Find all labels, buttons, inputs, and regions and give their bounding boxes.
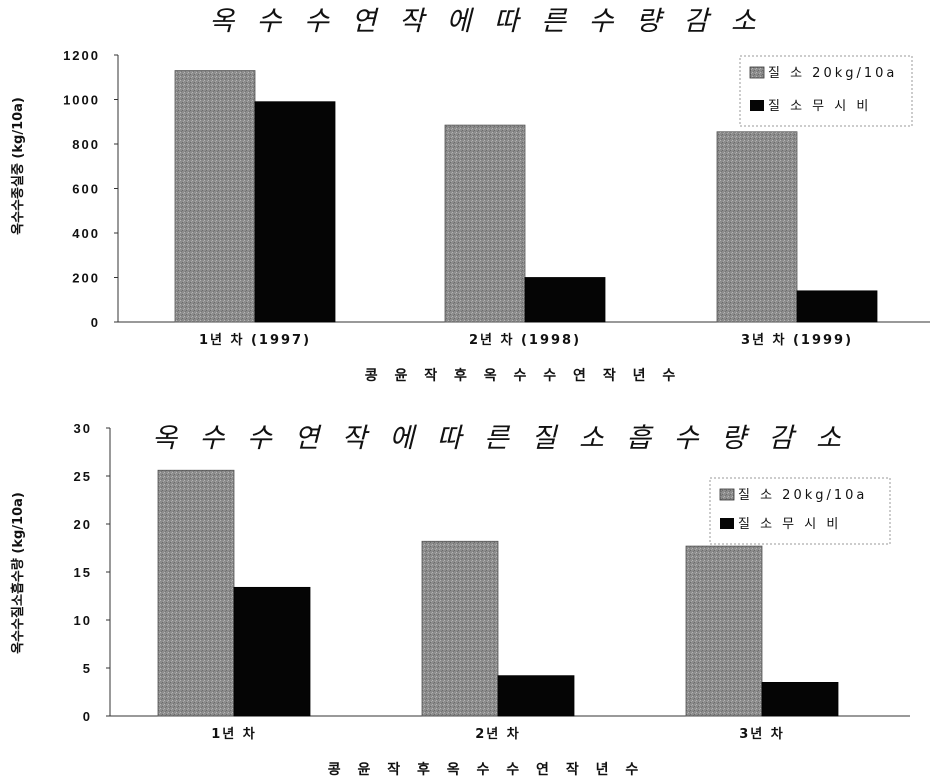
chart-1-category-label-1: 1년 차 (1997) xyxy=(199,332,311,348)
chart-1-legend-label-1: 질 소 20kg/10a xyxy=(768,66,897,81)
chart-2-bar-1-series-1 xyxy=(157,469,235,717)
chart-1-y-tick-label: 600 xyxy=(72,182,100,197)
chart-1-category-label-2: 2년 차 (1998) xyxy=(469,332,581,348)
chart-2-bars xyxy=(157,469,839,717)
chart-2-category-label-2: 2년 차 xyxy=(475,726,521,742)
chart-2-y-tick-label: 15 xyxy=(74,565,92,580)
chart-2-legend-frame xyxy=(709,477,891,545)
chart-1-bar-3-series-1 xyxy=(716,131,798,323)
chart-1-y-tick-label: 1000 xyxy=(63,93,100,108)
chart-1-title: 옥 수 수 연 작 에 따 른 수 량 감 소 xyxy=(209,6,763,37)
chart-2-y-axis-label: 옥수수질소흡수량 (kg/10a) xyxy=(10,492,26,654)
chart-1-legend-swatch-1 xyxy=(749,66,765,79)
chart-1-bar-3-series-2 xyxy=(796,290,878,323)
chart-1-y-tick-label: 200 xyxy=(72,271,100,286)
chart-1-bar-1-series-1 xyxy=(174,70,256,323)
chart-1-bar-2-series-1 xyxy=(444,124,526,323)
chart-1-y-axis-label: 옥수수종실중 (kg/10a) xyxy=(10,97,26,235)
chart-2-bar-2-series-2 xyxy=(497,675,575,717)
chart-2-bar-1-series-2 xyxy=(233,586,311,717)
chart-2-y-tick-label: 30 xyxy=(74,421,92,436)
chart-2-bar-2-series-1 xyxy=(421,540,499,717)
chart-1-bar-1-series-2 xyxy=(254,101,336,323)
chart-2: 옥 수 수 연 작 에 따 른 질 소 흡 수 량 감 소 옥수수질소흡수량 (… xyxy=(10,421,910,778)
chart-2-title: 옥 수 수 연 작 에 따 른 질 소 흡 수 량 감 소 xyxy=(152,423,848,454)
chart-2-y-tick-label: 5 xyxy=(83,661,92,676)
chart-2-category-label-3: 3년 차 xyxy=(739,726,785,742)
chart-1-bar-2-series-2 xyxy=(524,277,606,323)
chart-1-category-labels: 1년 차 (1997) 2년 차 (1998) 3년 차 (1999) xyxy=(199,332,853,348)
chart-2-bar-3-series-1 xyxy=(685,545,763,717)
chart-2-category-labels: 1년 차 2년 차 3년 차 xyxy=(211,726,785,742)
chart-2-legend-label-1: 질 소 20kg/10a xyxy=(738,488,867,503)
chart-2-x-axis-label: 콩 윤 작 후 옥 수 수 연 작 년 수 xyxy=(328,761,644,778)
chart-2-y-tick-label: 20 xyxy=(74,517,92,532)
chart-1-y-tick-label: 1200 xyxy=(63,48,100,63)
chart-2-legend-label-2: 질 소 무 시 비 xyxy=(738,517,841,532)
chart-2-legend-swatch-1 xyxy=(719,488,735,501)
chart-2-bar-3-series-2 xyxy=(761,682,839,717)
chart-2-y-tick-label: 25 xyxy=(74,469,92,484)
chart-1-y-tick-label: 400 xyxy=(72,226,100,241)
chart-1: 옥 수 수 연 작 에 따 른 수 량 감 소 옥수수종실중 (kg/10a) … xyxy=(10,6,930,384)
chart-1-legend-swatch-2 xyxy=(750,100,764,111)
chart-2-category-label-1: 1년 차 xyxy=(211,726,257,742)
chart-1-bars xyxy=(174,70,878,323)
chart-1-category-label-3: 3년 차 (1999) xyxy=(741,332,853,348)
chart-2-legend-swatch-2 xyxy=(720,518,734,529)
chart-1-legend-label-2: 질 소 무 시 비 xyxy=(768,99,871,114)
chart-1-x-axis-label: 콩 윤 작 후 옥 수 수 연 작 년 수 xyxy=(365,367,681,384)
chart-1-legend: 질 소 20kg/10a 질 소 무 시 비 xyxy=(739,55,913,127)
chart-2-y-tick-label: 0 xyxy=(83,709,92,724)
chart-2-y-ticks: 0 5 10 15 20 25 30 xyxy=(74,421,110,724)
chart-1-y-ticks: 0 200 400 600 800 1000 1200 xyxy=(63,48,118,330)
chart-2-y-tick-label: 10 xyxy=(74,613,92,628)
chart-1-legend-frame xyxy=(739,55,913,127)
chart-1-y-tick-label: 800 xyxy=(72,137,100,152)
chart-2-legend: 질 소 20kg/10a 질 소 무 시 비 xyxy=(709,477,891,545)
chart-1-y-tick-label: 0 xyxy=(91,315,100,330)
